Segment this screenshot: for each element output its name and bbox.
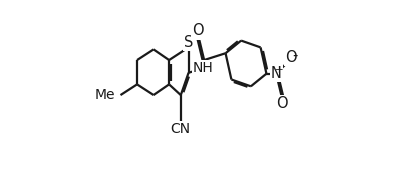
Text: +: + bbox=[276, 65, 284, 75]
Text: O: O bbox=[192, 23, 204, 38]
Text: N: N bbox=[271, 66, 281, 81]
Text: CN: CN bbox=[171, 122, 191, 136]
Text: S: S bbox=[184, 35, 193, 50]
Text: NH: NH bbox=[193, 61, 213, 75]
Text: Me: Me bbox=[95, 88, 116, 102]
Text: -: - bbox=[293, 48, 298, 63]
Text: O: O bbox=[276, 96, 288, 111]
Text: O: O bbox=[285, 50, 297, 65]
